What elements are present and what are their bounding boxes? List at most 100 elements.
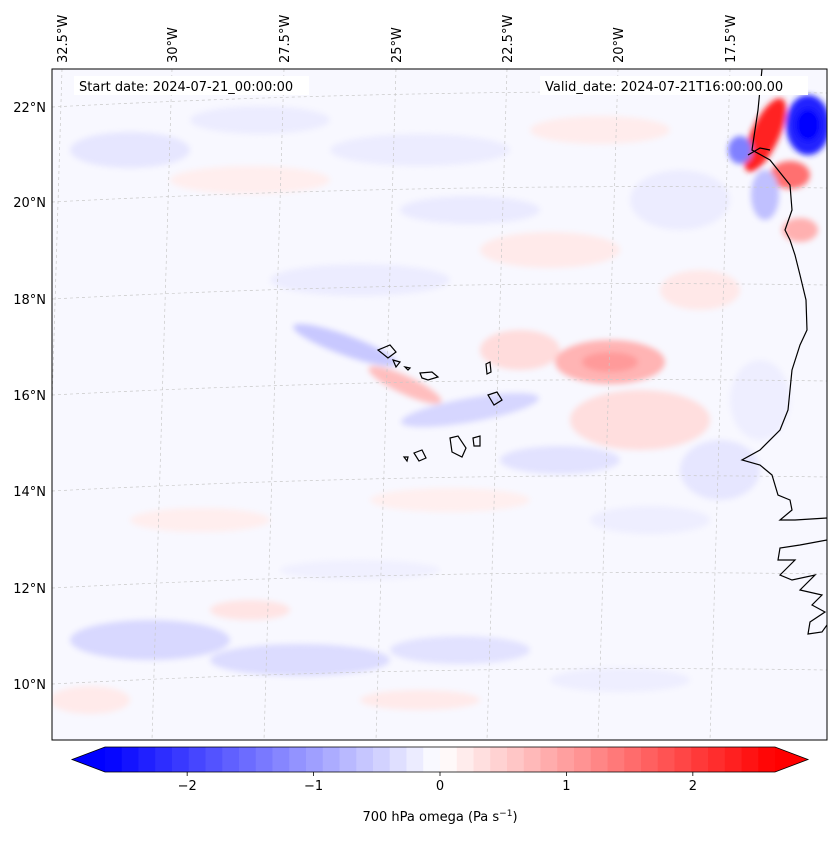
colorbar-step bbox=[691, 747, 709, 772]
colorbar-step bbox=[758, 747, 776, 772]
lon-label: 32.5°W bbox=[56, 15, 71, 63]
colorbar-step bbox=[423, 747, 441, 772]
parallel-line bbox=[52, 475, 827, 492]
africa-coastline-south bbox=[777, 539, 827, 635]
lat-label: 22°N bbox=[13, 101, 46, 116]
meridian-line bbox=[597, 69, 619, 740]
colorbar-step bbox=[607, 747, 625, 772]
colorbar-step bbox=[657, 747, 676, 772]
colorbar-step bbox=[172, 747, 190, 772]
parallel-line bbox=[52, 186, 827, 203]
island-santa-luzia bbox=[403, 366, 412, 371]
lat-label: 12°N bbox=[13, 582, 46, 597]
colorbar-label: 700 hPa omega (Pa s−1) bbox=[362, 809, 517, 825]
colorbar-tick-label: 2 bbox=[689, 779, 697, 794]
lon-label: 20°W bbox=[612, 27, 627, 63]
island-fogo bbox=[413, 449, 427, 462]
colorbar-extend-max bbox=[775, 747, 808, 772]
colorbar-step bbox=[222, 747, 240, 772]
parallel-line bbox=[52, 91, 827, 108]
colorbar-step bbox=[272, 747, 290, 772]
colorbar-step bbox=[741, 747, 759, 772]
colorbar-step bbox=[121, 747, 140, 772]
colorbar-step bbox=[389, 747, 408, 772]
colorbar-step bbox=[339, 747, 357, 772]
colorbar-step bbox=[356, 747, 374, 772]
colorbar-step bbox=[105, 747, 123, 772]
africa-coastline bbox=[740, 69, 827, 521]
omega-field bbox=[52, 95, 827, 714]
colorbar-step bbox=[138, 747, 156, 772]
colorbar-step bbox=[440, 747, 458, 772]
parallel-line bbox=[52, 379, 827, 396]
lat-label: 14°N bbox=[13, 485, 46, 500]
colorbar-tick-label: 1 bbox=[562, 779, 570, 794]
lat-label: 20°N bbox=[13, 196, 46, 211]
colorbar-step bbox=[306, 747, 324, 772]
meridian-line bbox=[375, 69, 397, 740]
colorbar-outline bbox=[70, 746, 810, 773]
lon-label: 27.5°W bbox=[278, 15, 293, 63]
colorbar-step bbox=[155, 747, 173, 772]
colorbar-step bbox=[473, 747, 491, 772]
lat-label: 10°N bbox=[13, 678, 46, 693]
start-date-box bbox=[74, 76, 309, 95]
island-brava bbox=[402, 456, 409, 463]
colorbar-step bbox=[205, 747, 223, 772]
meridian-line bbox=[709, 69, 731, 740]
colorbar-tick-label: −2 bbox=[178, 779, 197, 794]
start-date-label: Start date: 2024-07-21_00:00:00 bbox=[79, 80, 293, 95]
banc-arguin bbox=[747, 147, 771, 156]
lat-label: 16°N bbox=[13, 389, 46, 404]
colorbar-step bbox=[456, 747, 475, 772]
colorbar-step bbox=[406, 747, 424, 772]
lat-label: 18°N bbox=[13, 293, 46, 308]
colorbar-step bbox=[255, 747, 274, 772]
valid-date-box bbox=[540, 76, 808, 95]
longitude-labels: 32.5°W 30°W 27.5°W 25°W 22.5°W 20°W 17.5… bbox=[56, 15, 739, 63]
colorbar-step bbox=[641, 747, 659, 772]
colorbar-step bbox=[188, 747, 207, 772]
island-sao-nicolau bbox=[419, 371, 440, 381]
meridian-line bbox=[151, 69, 173, 740]
colorbar-step bbox=[239, 747, 257, 772]
colorbar-tick-label: 0 bbox=[436, 779, 444, 794]
lon-label: 22.5°W bbox=[501, 15, 516, 63]
valid-date-label: Valid_date: 2024-07-21T16:00:00.00 bbox=[545, 80, 783, 95]
colorbar-ticks: −2 −1 0 1 2 bbox=[178, 772, 697, 794]
colorbar-step bbox=[322, 747, 341, 772]
latitude-labels: 22°N 20°N 18°N 16°N 14°N 12°N 10°N bbox=[13, 101, 46, 693]
island-maio bbox=[472, 435, 481, 447]
colorbar-step bbox=[724, 747, 743, 772]
colorbar-step bbox=[289, 747, 307, 772]
colorbar bbox=[70, 746, 810, 773]
island-santiago bbox=[449, 435, 467, 458]
colorbar-step bbox=[708, 747, 726, 772]
colorbar-tick-label: −1 bbox=[304, 779, 323, 794]
lon-label: 25°W bbox=[390, 27, 405, 63]
lon-label: 30°W bbox=[166, 27, 181, 63]
island-boa-vista bbox=[487, 391, 503, 406]
map-frame bbox=[51, 68, 828, 741]
colorbar-extend-min bbox=[72, 747, 105, 772]
parallel-line bbox=[52, 668, 827, 685]
colorbar-step bbox=[674, 747, 692, 772]
colorbar-step bbox=[574, 747, 592, 772]
parallel-line bbox=[52, 572, 827, 589]
meridian-line bbox=[486, 69, 508, 740]
island-sao-vicente bbox=[391, 359, 402, 369]
colorbar-step bbox=[590, 747, 609, 772]
lon-label: 17.5°W bbox=[724, 15, 739, 63]
coastlines bbox=[376, 69, 827, 635]
parallel-line bbox=[52, 283, 827, 300]
island-santo-antao bbox=[376, 344, 397, 359]
meridian-line bbox=[263, 69, 285, 740]
colorbar-step bbox=[373, 747, 391, 772]
graticule bbox=[52, 69, 827, 740]
island-sal bbox=[485, 361, 492, 375]
colorbar-step bbox=[540, 747, 558, 772]
colorbar-step bbox=[523, 747, 542, 772]
colorbar-step bbox=[624, 747, 642, 772]
colorbar-step bbox=[507, 747, 525, 772]
